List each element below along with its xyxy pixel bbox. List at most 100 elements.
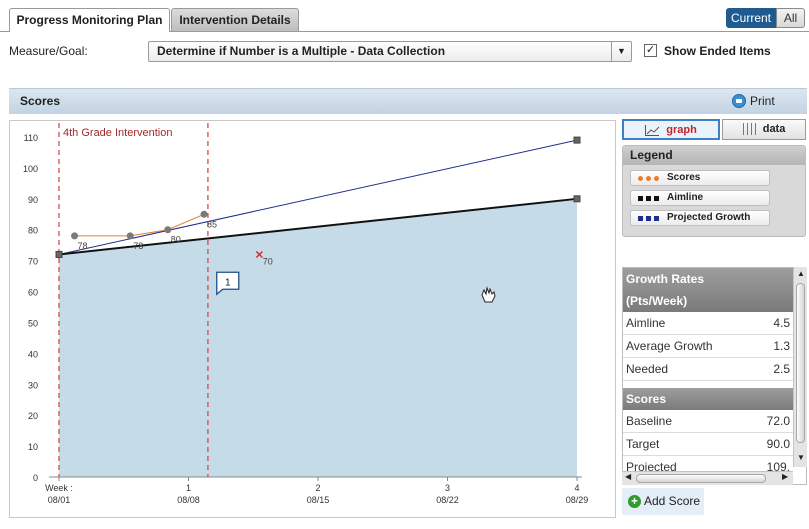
y-tick-label: 40 bbox=[28, 349, 38, 359]
scores-row-label: Baseline bbox=[626, 414, 673, 428]
x-tick-week: Week : bbox=[45, 483, 73, 493]
line-end-marker bbox=[55, 250, 63, 258]
y-tick-label: 60 bbox=[28, 288, 38, 298]
hand-cursor-icon bbox=[481, 286, 496, 303]
stats-vertical-scrollbar[interactable]: ▲ ▼ bbox=[793, 267, 807, 467]
line-end-marker bbox=[573, 136, 581, 144]
scores-row-baseline: Baseline 72.0 bbox=[623, 410, 794, 433]
y-tick-label: 30 bbox=[28, 380, 38, 390]
score-point bbox=[126, 232, 134, 240]
horizontal-scroll-thumb[interactable] bbox=[636, 474, 766, 483]
tab-bar-divider bbox=[0, 31, 809, 32]
growth-row-value: 2.5 bbox=[773, 362, 790, 376]
legend-title: Legend bbox=[623, 146, 805, 165]
line-end-marker bbox=[573, 195, 581, 203]
growth-row-average: Average Growth 1.3 bbox=[623, 335, 794, 358]
x-tick-date: 08/29 bbox=[566, 495, 589, 505]
y-tick-label: 0 bbox=[33, 473, 38, 483]
x-tick-week: 1 bbox=[186, 483, 191, 493]
x-tick-date: 08/15 bbox=[307, 495, 330, 505]
score-label: 85 bbox=[207, 219, 217, 229]
add-score-label: Add Score bbox=[644, 494, 701, 508]
view-all-button[interactable]: All bbox=[776, 8, 805, 28]
legend-panel: Legend Scores Aimline Projected Growth bbox=[622, 145, 806, 237]
blue-dashes-icon bbox=[638, 216, 662, 221]
x-tick-week: 2 bbox=[315, 483, 320, 493]
growth-row-needed: Needed 2.5 bbox=[623, 358, 794, 381]
excluded-score-label: 70 bbox=[263, 256, 273, 266]
note-marker-icon bbox=[216, 271, 240, 296]
legend-aimline-label: Aimline bbox=[667, 192, 704, 203]
print-icon[interactable] bbox=[732, 94, 746, 108]
scores-row-value: 72.0 bbox=[766, 414, 790, 428]
graph-view-label: graph bbox=[666, 124, 697, 136]
y-tick-label: 70 bbox=[28, 257, 38, 267]
data-view-tab[interactable]: data bbox=[722, 119, 806, 140]
excluded-score-icon: ✕ bbox=[255, 249, 264, 261]
score-label: 78 bbox=[133, 241, 143, 251]
x-tick-date: 08/08 bbox=[177, 495, 200, 505]
y-tick-label: 80 bbox=[28, 226, 38, 236]
growth-row-value: 4.5 bbox=[773, 316, 790, 330]
projected-growth-line bbox=[58, 139, 578, 255]
legend-projected-label: Projected Growth bbox=[667, 212, 751, 223]
scores-row-value: 90.0 bbox=[766, 437, 790, 451]
graph-view-tab[interactable]: graph bbox=[622, 119, 720, 140]
aimline-area bbox=[59, 198, 577, 477]
tab-progress-monitoring-plan[interactable]: Progress Monitoring Plan bbox=[9, 8, 170, 32]
show-ended-checkbox[interactable]: ✓ bbox=[644, 44, 657, 57]
scores-row-label: Target bbox=[626, 437, 660, 451]
grid-table-icon bbox=[742, 123, 756, 136]
y-tick-label: 110 bbox=[24, 133, 38, 143]
growth-row-label: Needed bbox=[626, 362, 669, 376]
tab-intervention-details[interactable]: Intervention Details bbox=[171, 8, 299, 31]
growth-rates-header: Growth Rates (Pts/Week) bbox=[623, 268, 794, 312]
add-score-button[interactable]: + Add Score bbox=[622, 488, 704, 515]
view-current-button[interactable]: Current bbox=[726, 8, 776, 28]
show-ended-label: Show Ended Items bbox=[664, 44, 771, 58]
growth-rates-units: (Pts/Week) bbox=[626, 294, 688, 308]
stats-panel[interactable]: Growth Rates (Pts/Week) Aimline 4.5 Aver… bbox=[622, 267, 807, 485]
scores-row-target: Target 90.0 bbox=[623, 433, 794, 456]
growth-row-label: Average Growth bbox=[626, 339, 713, 353]
y-tick-label: 90 bbox=[28, 195, 38, 205]
y-tick-label: 50 bbox=[28, 318, 38, 328]
stats-horizontal-scrollbar[interactable]: ◀ ▶ bbox=[622, 471, 793, 485]
scores-line bbox=[74, 213, 205, 237]
growth-row-label: Aimline bbox=[626, 316, 666, 330]
scores-stats-title: Scores bbox=[626, 392, 667, 406]
scroll-right-icon[interactable]: ▶ bbox=[782, 472, 789, 481]
vertical-scroll-thumb[interactable] bbox=[796, 283, 805, 443]
black-dashes-icon bbox=[638, 196, 662, 201]
legend-item-aimline[interactable]: Aimline bbox=[630, 190, 770, 206]
scores-section-title: Scores bbox=[20, 94, 61, 108]
x-tick-week: 4 bbox=[574, 483, 579, 493]
progress-chart: 0 10 20 30 40 50 60 70 80 90 100 110 Week : 08/01 1 08/… bbox=[23, 123, 589, 505]
measure-goal-label: Measure/Goal: bbox=[9, 44, 88, 58]
score-label: 80 bbox=[171, 235, 181, 245]
y-tick-label: 100 bbox=[23, 164, 38, 174]
legend-scores-label: Scores bbox=[667, 172, 701, 183]
legend-item-scores[interactable]: Scores bbox=[630, 170, 770, 186]
aimline-line bbox=[58, 197, 578, 256]
scroll-up-icon[interactable]: ▲ bbox=[797, 269, 805, 278]
orange-dots-icon bbox=[638, 176, 662, 181]
note-marker-label: 1 bbox=[225, 277, 231, 288]
scroll-down-icon[interactable]: ▼ bbox=[797, 453, 805, 462]
score-label: 78 bbox=[78, 241, 88, 251]
line-chart-icon bbox=[645, 124, 660, 136]
chevron-down-icon[interactable]: ▼ bbox=[611, 42, 631, 61]
intervention-annotation: 4th Grade Intervention bbox=[63, 127, 172, 139]
scores-stats-header: Scores bbox=[623, 388, 794, 410]
data-view-label: data bbox=[762, 123, 786, 135]
chart-frame: 0 10 20 30 40 50 60 70 80 90 100 110 Week : 08/01 1 08/… bbox=[9, 120, 616, 518]
scroll-left-icon[interactable]: ◀ bbox=[625, 472, 632, 481]
growth-row-value: 1.3 bbox=[773, 339, 790, 353]
scores-row-label: Projected bbox=[626, 460, 677, 474]
measure-goal-select[interactable]: Determine if Number is a Multiple - Data… bbox=[148, 41, 632, 62]
legend-item-projected-growth[interactable]: Projected Growth bbox=[630, 210, 770, 226]
growth-row-aimline: Aimline 4.5 bbox=[623, 312, 794, 335]
x-tick-date: 08/01 bbox=[48, 495, 71, 505]
print-button[interactable]: Print bbox=[750, 94, 775, 108]
y-tick-label: 20 bbox=[28, 411, 38, 421]
